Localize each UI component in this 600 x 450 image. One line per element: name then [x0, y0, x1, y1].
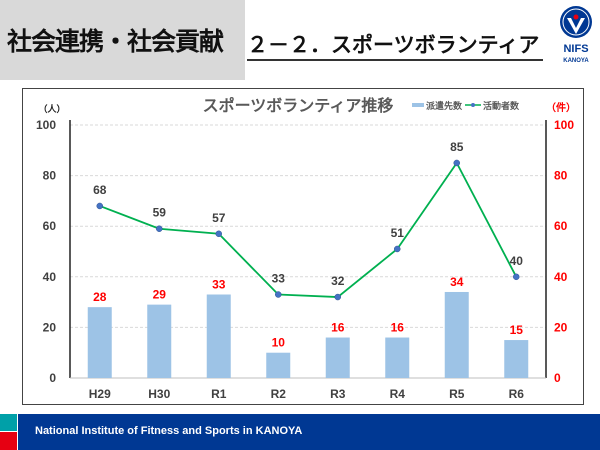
bar: [504, 340, 529, 378]
line-series: [99, 161, 518, 298]
bar: [147, 304, 172, 378]
line-data-label: 85: [450, 140, 464, 154]
x-tick-label: H29: [89, 387, 111, 401]
line-marker: [453, 159, 460, 167]
line-data-label: 68: [93, 183, 107, 197]
right-tick-label: 20: [554, 320, 568, 334]
x-tick-label: R1: [211, 387, 227, 401]
x-tick-label: R4: [390, 387, 406, 401]
right-tick-label: 100: [554, 118, 574, 132]
legend-bar-label: 派遣先数: [426, 100, 463, 111]
bar: [325, 337, 350, 378]
chart-frame: [22, 88, 584, 405]
footer-accent-teal: [0, 414, 17, 431]
left-tick-label: 0: [49, 371, 56, 385]
line-marker: [96, 202, 103, 210]
footer-text: National Institute of Fitness and Sports…: [35, 425, 303, 437]
header-section-panel: [0, 0, 245, 80]
x-tick-label: R5: [449, 387, 465, 401]
bar-data-label: 10: [272, 336, 286, 350]
logo-text: NIFS: [563, 43, 588, 55]
bar-data-label: 34: [450, 275, 464, 289]
right-axis-unit: （件）: [546, 101, 576, 114]
line-marker: [275, 291, 282, 298]
left-axis-unit: （人）: [38, 103, 65, 114]
x-tick-label: R6: [509, 387, 525, 401]
x-tick-label: R2: [271, 387, 287, 401]
right-tick-label: 60: [554, 219, 568, 233]
right-tick-label: 40: [554, 270, 568, 284]
page-title: ２－２．スポーツボランティア: [247, 29, 544, 61]
line-marker: [334, 293, 341, 301]
x-tick-label: H30: [148, 387, 170, 401]
line-data-label: 59: [153, 206, 167, 220]
x-tick-label: R3: [330, 387, 346, 401]
line-data-label: 51: [391, 226, 405, 240]
line-data-label: 33: [272, 272, 286, 286]
bar: [266, 352, 291, 378]
bar-data-label: 28: [93, 290, 107, 304]
left-tick-label: 80: [43, 169, 57, 183]
left-tick-label: 40: [43, 270, 57, 284]
line-marker: [156, 225, 163, 232]
bar-data-label: 33: [212, 278, 226, 292]
bar-data-label: 16: [391, 321, 405, 335]
line-data-label: 40: [510, 254, 524, 268]
bar-data-label: 16: [331, 321, 345, 335]
bar-data-label: 15: [510, 323, 524, 337]
footer-bar: National Institute of Fitness and Sports…: [18, 414, 600, 450]
bar-data-label: 29: [153, 288, 167, 302]
bar: [206, 294, 231, 378]
line-marker: [394, 245, 401, 253]
line-marker: [215, 230, 222, 238]
line-data-label: 32: [331, 274, 345, 288]
logo-sub: KANOYA: [563, 58, 589, 64]
bar: [87, 307, 112, 378]
line-marker: [513, 273, 520, 281]
chart-title: スポーツボランティア推移: [203, 96, 394, 115]
legend-line-marker: [471, 103, 475, 107]
legend-bar-swatch: [412, 103, 424, 107]
left-tick-label: 60: [43, 219, 57, 233]
footer-accent-red: [0, 432, 17, 450]
left-tick-label: 20: [43, 320, 57, 334]
section-title: 社会連携・社会貢献: [7, 27, 224, 56]
left-tick-label: 100: [36, 118, 56, 132]
line-data-label: 57: [212, 211, 226, 225]
bar: [444, 291, 469, 378]
right-tick-label: 0: [554, 371, 561, 385]
bar: [385, 337, 410, 378]
right-tick-label: 80: [554, 169, 568, 183]
legend-line-label: 活動者数: [483, 100, 520, 111]
nifs-logo: NIFS KANOYA: [560, 6, 592, 64]
